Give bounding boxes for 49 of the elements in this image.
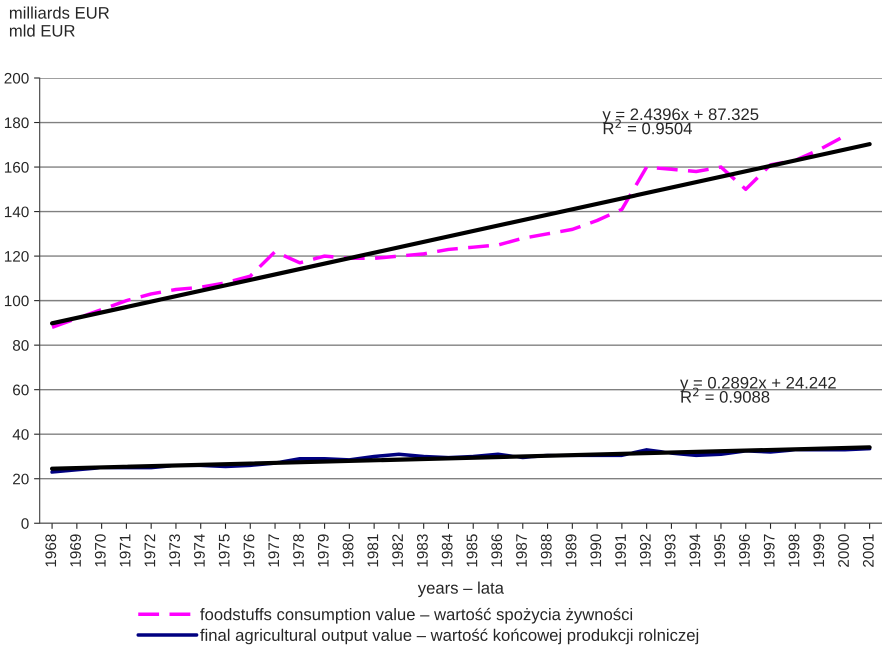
x-tick-label: 1985 bbox=[466, 534, 478, 566]
y-tick-label: 140 bbox=[4, 206, 29, 218]
x-tick-label: 1987 bbox=[516, 534, 527, 566]
y-tick-label: 20 bbox=[13, 474, 29, 484]
x-tick-label: 1990 bbox=[590, 534, 602, 566]
y-tick-label: 80 bbox=[12, 340, 29, 351]
y-axis-title: milliards EUR mld EUR bbox=[10, 6, 109, 37]
x-tick-label: 1992 bbox=[640, 534, 651, 566]
x-tick-label: 1991 bbox=[615, 534, 626, 566]
legend-label: final agricultural output value – wartość końcowej produkcji rolniczej bbox=[200, 628, 698, 644]
x-tick-label: 1976 bbox=[244, 534, 254, 566]
x-tick-label: 1988 bbox=[540, 534, 552, 566]
x-tick-label: 1979 bbox=[318, 534, 329, 566]
x-tick-label: 1974 bbox=[194, 534, 205, 566]
x-tick-label: 1996 bbox=[739, 534, 750, 566]
x-tick-label: 1969 bbox=[70, 534, 81, 566]
y-tick-label: 160 bbox=[4, 162, 29, 173]
x-tick-label: 1998 bbox=[788, 534, 800, 566]
y-tick-label: 120 bbox=[4, 250, 29, 262]
x-tick-label: 1980 bbox=[342, 534, 354, 566]
x-tick-label: 1973 bbox=[169, 534, 180, 566]
y-tick-label: 100 bbox=[4, 295, 29, 306]
x-tick-label: 1984 bbox=[442, 534, 453, 566]
x-tick-label: 1978 bbox=[293, 534, 304, 566]
x-tick-label: 1981 bbox=[367, 534, 378, 566]
legend-label: foodstuffs consumption value – wartość spożycia żywności bbox=[200, 608, 632, 624]
y-tick-label: 60 bbox=[13, 384, 29, 396]
y-tick-label: 200 bbox=[4, 72, 29, 84]
x-axis-title: years – lata bbox=[418, 582, 504, 598]
x-tick-label: 1972 bbox=[144, 534, 156, 566]
x-tick-label: 1977 bbox=[268, 534, 280, 566]
x-tick-label: 1989 bbox=[566, 534, 576, 566]
x-tick-label: 2001 bbox=[862, 534, 874, 567]
x-tick-label: 1983 bbox=[416, 534, 428, 566]
x-tick-label: 1995 bbox=[714, 534, 726, 566]
y-tick-label: 0 bbox=[21, 518, 29, 529]
y-tick-label: 180 bbox=[4, 117, 29, 128]
x-tick-label: 1993 bbox=[664, 534, 676, 566]
x-tick-label: 1986 bbox=[491, 534, 502, 566]
x-tick-label: 1997 bbox=[764, 534, 775, 566]
x-tick-label: 1971 bbox=[120, 534, 130, 566]
x-tick-label: 1968 bbox=[45, 534, 56, 566]
y-tick-label: 40 bbox=[12, 429, 29, 440]
x-tick-label: 1994 bbox=[689, 534, 700, 566]
x-tick-label: 1982 bbox=[392, 534, 404, 566]
x-tick-label: 1999 bbox=[813, 534, 824, 566]
x-tick-label: 2000 bbox=[838, 534, 849, 567]
x-tick-label: 1975 bbox=[218, 534, 230, 566]
x-tick-label: 1970 bbox=[94, 534, 106, 566]
